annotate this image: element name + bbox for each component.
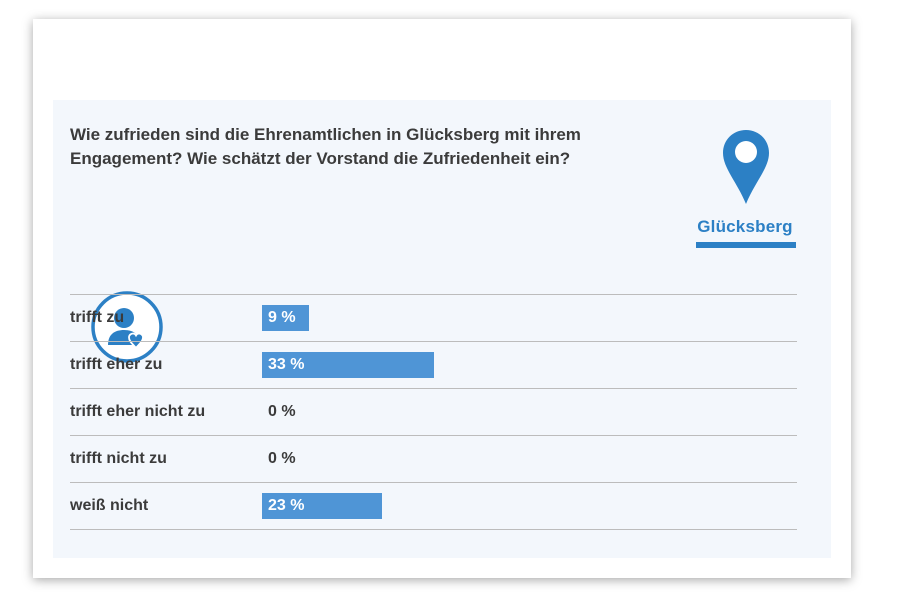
- chart-row: weiß nicht 23 %: [70, 482, 797, 530]
- category-label: weiß nicht: [70, 497, 149, 514]
- chart-row: trifft zu 9 %: [70, 294, 797, 341]
- bar: [262, 352, 434, 378]
- location-pin-icon: [723, 130, 769, 204]
- category-label: trifft eher zu: [70, 356, 163, 373]
- brand-underline: [696, 242, 796, 248]
- bar: [262, 305, 309, 331]
- bar: [262, 493, 382, 519]
- category-label: trifft eher nicht zu: [70, 403, 206, 420]
- category-label: trifft zu: [70, 309, 125, 326]
- value-label: 23 %: [268, 497, 305, 514]
- brand-name: Glücksberg: [697, 217, 793, 236]
- value-label: 0 %: [268, 450, 296, 467]
- content-panel: Wie zufrieden sind die Ehrenamtlichen in…: [53, 100, 831, 558]
- value-label: 33 %: [268, 356, 305, 373]
- chart-row: trifft nicht zu 0 %: [70, 435, 797, 482]
- bar-chart: trifft zu 9 % trifft eher zu 33 % trifft ehe…: [70, 294, 797, 530]
- question-title: Wie zufrieden sind die Ehrenamtlichen in…: [70, 125, 581, 168]
- user-heart-icon: [91, 291, 163, 363]
- chart-row: trifft eher nicht zu 0 %: [70, 388, 797, 435]
- value-label: 9 %: [268, 309, 296, 326]
- infographic-card: Wie zufrieden sind die Ehrenamtlichen in…: [33, 19, 851, 578]
- value-label: 0 %: [268, 403, 296, 420]
- category-label: trifft nicht zu: [70, 450, 167, 467]
- chart-row: trifft eher zu 33 %: [70, 341, 797, 388]
